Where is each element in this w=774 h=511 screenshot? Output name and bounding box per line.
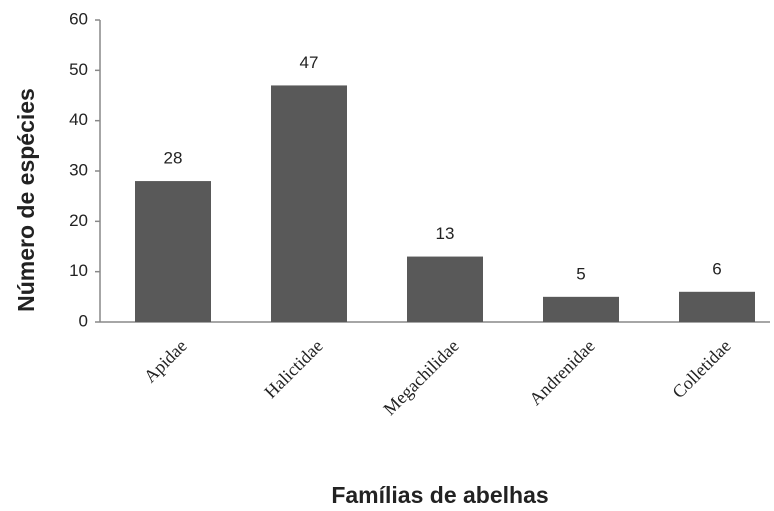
y-tick-label: 20 xyxy=(69,211,88,230)
bar xyxy=(679,291,755,322)
value-label: 13 xyxy=(436,224,455,243)
bar xyxy=(271,85,347,322)
x-tick-label: Halictidae xyxy=(260,336,326,402)
bar xyxy=(543,296,619,322)
y-tick-label: 40 xyxy=(69,110,88,129)
value-label: 6 xyxy=(712,259,721,278)
y-tick-label: 60 xyxy=(69,9,88,28)
x-tick-label: Apidae xyxy=(140,336,191,387)
x-tick-label: Megachilidae xyxy=(379,336,462,419)
x-axis-title: Famílias de abelhas xyxy=(331,482,548,508)
y-tick-label: 30 xyxy=(69,160,88,179)
bar xyxy=(407,256,483,322)
x-tick-label: Colletidae xyxy=(668,336,734,402)
value-label: 5 xyxy=(576,264,585,283)
value-label: 47 xyxy=(300,53,319,72)
bar xyxy=(135,181,211,322)
y-axis-title: Número de espécies xyxy=(13,88,39,312)
x-tick-label: Andrenidae xyxy=(525,336,599,410)
y-tick-label: 10 xyxy=(69,261,88,280)
y-tick-label: 0 xyxy=(79,311,88,330)
value-label: 28 xyxy=(164,149,183,168)
y-tick-label: 50 xyxy=(69,60,88,79)
